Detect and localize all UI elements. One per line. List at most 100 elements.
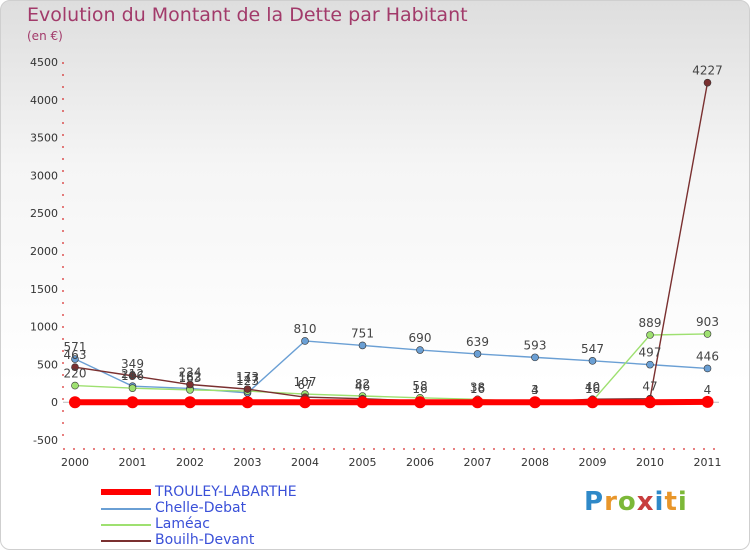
data-label: 58 (412, 379, 427, 393)
data-point (703, 330, 712, 338)
data-point (586, 396, 599, 409)
x-tick-label: 2004 (291, 456, 319, 469)
legend-label: Laméac (155, 516, 210, 532)
data-label: 147 (236, 372, 259, 386)
y-tick-label: 4500 (30, 56, 58, 69)
logo-letter: x (636, 487, 655, 517)
logo-letter: P (584, 487, 605, 517)
x-tick-label: 2001 (119, 456, 147, 469)
x-tick-label: 2002 (176, 456, 204, 469)
x-tick-label: 2005 (349, 456, 377, 469)
data-point (299, 396, 311, 409)
data-label: 903 (696, 315, 719, 329)
data-label: 234 (179, 366, 202, 380)
data-label: 38 (470, 380, 485, 394)
x-tick-label: 2007 (464, 456, 492, 469)
data-point (301, 337, 309, 345)
data-point (128, 384, 137, 392)
data-label: 4 (704, 383, 712, 397)
legend-swatch-trouley-labarthe (101, 489, 151, 495)
data-label: 186 (121, 369, 144, 383)
data-point (71, 363, 79, 371)
series-line-chelle-debat (74, 340, 708, 394)
data-label: 182 (179, 369, 202, 383)
legend-label: TROULEY-LABARTHE (155, 484, 297, 500)
data-label: 810 (294, 322, 317, 336)
data-label: 82 (355, 377, 370, 391)
data-point (471, 396, 484, 409)
y-tick-label: 4000 (30, 94, 58, 107)
data-point (241, 396, 254, 409)
data-label: 16 (585, 382, 600, 396)
data-label: 497 (639, 346, 662, 360)
legend-swatch-lameac (101, 524, 151, 526)
x-tick-label: 2008 (521, 456, 549, 469)
x-tick-label: 2006 (406, 456, 434, 469)
y-tick-label: 2500 (30, 207, 58, 220)
x-tick-label: 2011 (694, 456, 722, 469)
data-label: 16 (470, 382, 485, 396)
data-label: 547 (581, 342, 604, 356)
data-label: 220 (64, 367, 87, 381)
x-tick-label: 2000 (61, 456, 89, 469)
logo-letter: r (604, 487, 618, 517)
data-label: 107 (294, 375, 317, 389)
data-point (646, 331, 654, 339)
series-line-lam-ac (74, 333, 708, 403)
data-label: 67 (297, 378, 312, 392)
x-tick-label: 2003 (234, 456, 262, 469)
data-point (128, 372, 137, 380)
data-point (644, 396, 656, 409)
data-label: 173 (236, 370, 259, 384)
data-label: 40 (585, 380, 600, 394)
data-point (184, 396, 196, 409)
data-label: 163 (179, 371, 202, 385)
y-tick-label: 1000 (30, 321, 58, 334)
data-label: 47 (642, 380, 657, 394)
data-point (703, 78, 712, 87)
data-label: 123 (236, 374, 259, 388)
logo-letter: t (664, 487, 678, 517)
data-label: 889 (639, 316, 662, 330)
data-point (588, 357, 597, 365)
legend-swatch-bouilh-devant (101, 540, 151, 542)
data-label: 16 (412, 382, 427, 396)
chart-subtitle: (en €) (27, 29, 63, 43)
data-label: 571 (64, 340, 87, 354)
data-point (416, 346, 424, 354)
legend-label: Chelle-Debat (155, 500, 247, 516)
y-tick-label: -500 (33, 434, 58, 447)
data-label: 349 (121, 357, 144, 371)
y-tick-label: 3000 (30, 169, 58, 182)
data-point (473, 350, 482, 358)
data-label: 639 (466, 335, 489, 349)
proxiti-logo: Proxiti (584, 487, 688, 517)
data-point (126, 396, 139, 409)
data-point (69, 396, 81, 409)
data-label: 3 (531, 383, 539, 397)
data-label: 690 (409, 331, 432, 345)
data-label: 46 (355, 380, 370, 394)
data-point (356, 396, 369, 409)
data-point (71, 381, 79, 390)
data-point (703, 364, 712, 373)
chart-title: Evolution du Montant de la Dette par Hab… (27, 4, 468, 26)
data-point (186, 380, 194, 389)
data-point (358, 341, 367, 350)
data-point (71, 355, 79, 363)
data-point (646, 360, 654, 369)
y-tick-label: 2000 (30, 245, 58, 258)
x-tick-label: 2010 (636, 456, 664, 469)
series-line-bouilh-devant (74, 82, 709, 403)
x-tick-label: 2009 (579, 456, 607, 469)
data-label: 751 (351, 326, 374, 340)
y-tick-label: 3500 (30, 132, 58, 145)
data-label: 4227 (692, 64, 723, 78)
logo-letter: i (677, 487, 688, 517)
data-label: 446 (696, 349, 719, 363)
logo-letter: o (617, 487, 637, 517)
y-tick-label: 0 (51, 396, 58, 409)
data-label: 463 (64, 348, 87, 362)
